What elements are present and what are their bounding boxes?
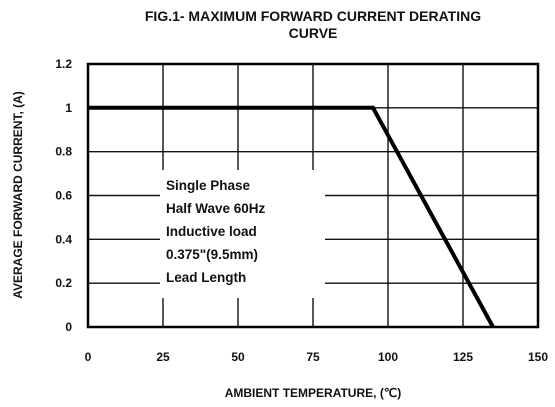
derating-curve (88, 105, 495, 328)
x-tick-label: 25 (156, 350, 170, 364)
plot-frame (86, 62, 540, 329)
y-tick-label: 1.2 (55, 57, 72, 71)
annotation-line: 0.375"(9.5mm) (166, 247, 258, 262)
y-tick-label: 0.8 (55, 145, 72, 159)
x-tick-label: 150 (528, 350, 548, 364)
x-tick-label: 75 (306, 350, 320, 364)
annotation-line: Single Phase (166, 178, 251, 193)
x-tick-label: 0 (85, 350, 92, 364)
annotation-line: Half Wave 60Hz (166, 201, 266, 216)
series-group (88, 105, 495, 328)
y-tick-label: 0.4 (55, 232, 72, 246)
annotation-box: Single Phase Half Wave 60Hz Inductive load… (160, 170, 325, 298)
y-tick-label: 0 (65, 320, 72, 334)
y-tick-labels: 0 0.2 0.4 0.6 0.8 1 1.2 (55, 57, 72, 334)
y-tick-label: 0.6 (55, 189, 72, 203)
x-tick-label: 100 (378, 350, 398, 364)
chart-title: FIG.1- MAXIMUM FORWARD CURRENT DERATING … (145, 8, 481, 41)
x-tick-labels: 0 25 50 75 100 125 150 (85, 350, 549, 364)
x-tick-label: 125 (453, 350, 473, 364)
x-tick-label: 50 (231, 350, 245, 364)
x-axis-label: AMBIENT TEMPERATURE, (℃) (225, 386, 402, 400)
annotation-line: Lead Length (166, 270, 246, 285)
y-tick-label: 1 (65, 101, 72, 115)
y-axis-label: AVERAGE FORWARD CURRENT, (A) (11, 91, 25, 299)
annotation-line: Inductive load (166, 224, 257, 239)
y-tick-label: 0.2 (55, 276, 72, 290)
annotation-background (160, 170, 325, 298)
chart-title-line-1: FIG.1- MAXIMUM FORWARD CURRENT DERATING (145, 8, 481, 24)
chart-title-line-2: CURVE (289, 25, 338, 41)
